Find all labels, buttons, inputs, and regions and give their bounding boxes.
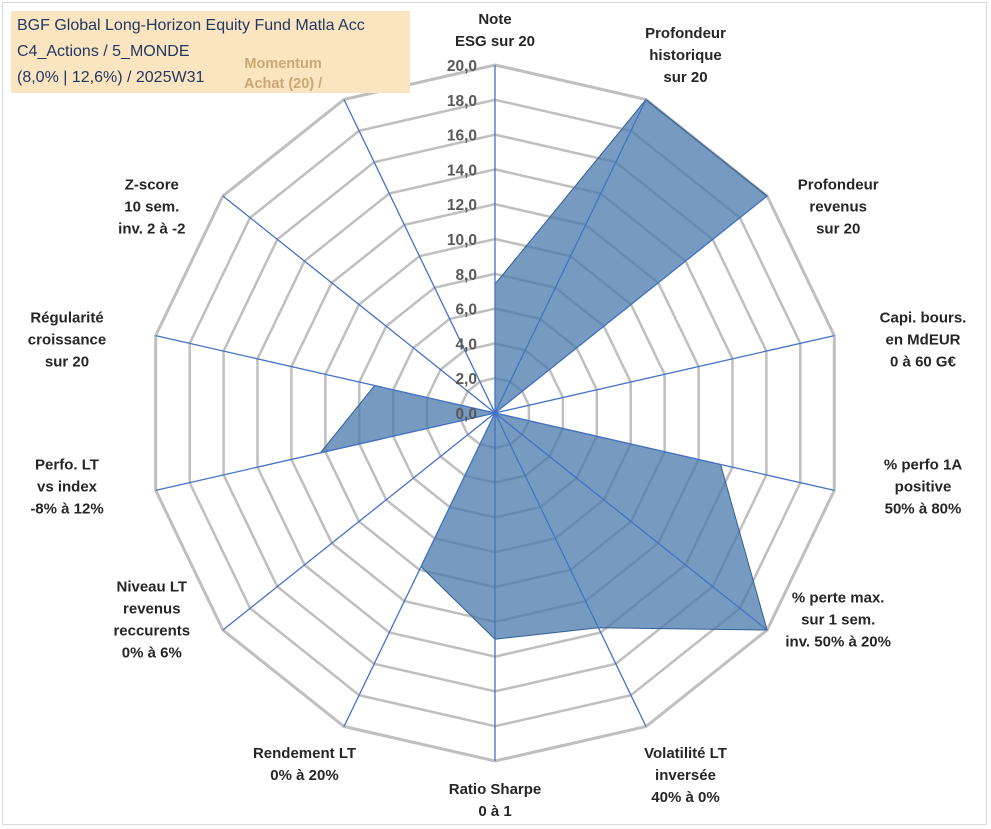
tick-label-5: 10,0 bbox=[447, 232, 477, 249]
axis-label-8: Rendement LT 0% à 20% bbox=[253, 745, 356, 784]
axis-label-10: Perfo. LT vs index -8% à 12% bbox=[30, 457, 103, 518]
axis-spoke-4 bbox=[494, 412, 835, 492]
axis-label-0: Note ESG sur 20 bbox=[455, 11, 535, 50]
axis-label-4: % perfo 1A positive 50% à 80% bbox=[884, 457, 963, 518]
axis-spoke-5 bbox=[494, 412, 768, 631]
tick-labels: 0,0 2,0 4,0 6,0 8,0 10,0 12,0 14,0 16,0 18,0 20,0 bbox=[447, 58, 477, 423]
axis-label-5-line-2: inv. 50% à 20% bbox=[785, 633, 891, 650]
tick-label-2: 4,0 bbox=[455, 336, 477, 353]
tick-label-7: 14,0 bbox=[447, 162, 477, 179]
tick-label-6: 12,0 bbox=[447, 197, 477, 214]
axis-label-3: Capi. bours. en MdEUR 0 à 60 G€ bbox=[880, 309, 967, 370]
axis-label-9-line-3: 0% à 6% bbox=[122, 644, 182, 661]
axis-labels: Note ESG sur 20 Profondeur historique sur 20… bbox=[28, 11, 967, 820]
axis-label-0-line-1: ESG sur 20 bbox=[455, 33, 535, 50]
title-line-fund: BGF Global Long-Horizon Equity Fund Matl… bbox=[17, 17, 365, 34]
axis-spoke-2 bbox=[494, 195, 768, 414]
axis-label-10-line-1: vs index bbox=[37, 479, 98, 496]
axis-label-11-line-0: Régularité bbox=[30, 309, 103, 326]
axis-label-12-line-2: inv. 2 à -2 bbox=[118, 221, 185, 238]
tick-label-9: 18,0 bbox=[447, 93, 477, 110]
axis-label-2-line-0: Profondeur bbox=[798, 177, 879, 194]
axis-label-2: Profondeur revenus sur 20 bbox=[798, 177, 879, 238]
axis-label-0-line-0: Note bbox=[478, 11, 511, 28]
axis-label-8-line-1: 0% à 20% bbox=[270, 767, 338, 784]
axis-label-11: Régularité croissance sur 20 bbox=[28, 309, 106, 370]
tick-label-1: 2,0 bbox=[455, 371, 477, 388]
axis-label-9-line-0: Niveau LT bbox=[117, 578, 188, 595]
axis-label-7-line-1: 0 à 1 bbox=[478, 803, 511, 820]
axis-label-11-line-1: croissance bbox=[28, 331, 106, 348]
axis-label-3-line-2: 0 à 60 G€ bbox=[890, 353, 957, 370]
axis-label-1-line-0: Profondeur bbox=[645, 25, 726, 42]
tick-label-3: 6,0 bbox=[455, 302, 477, 319]
axis-label-2-line-2: sur 20 bbox=[816, 221, 860, 238]
axis-spokes bbox=[155, 65, 835, 761]
axis-label-6: Volatilité LT inversée 40% à 0% bbox=[644, 745, 727, 806]
axis-label-12-line-0: Z-score bbox=[125, 177, 179, 194]
axis-label-5: % perte max. sur 1 sem. inv. 50% à 20% bbox=[785, 589, 891, 650]
axis-label-4-line-1: positive bbox=[895, 479, 952, 496]
axis-label-6-line-2: 40% à 0% bbox=[651, 789, 719, 806]
axis-spoke-12 bbox=[222, 195, 496, 414]
axis-label-2-line-1: revenus bbox=[809, 199, 867, 216]
axis-spoke-8 bbox=[343, 412, 496, 727]
axis-label-3-line-0: Capi. bours. bbox=[880, 309, 967, 326]
axis-spoke-13 bbox=[343, 99, 496, 414]
axis-spoke-6 bbox=[494, 412, 647, 727]
axis-label-3-line-1: en MdEUR bbox=[886, 331, 961, 348]
axis-spoke-9 bbox=[222, 412, 496, 631]
axis-label-9-line-1: revenus bbox=[123, 600, 181, 617]
axis-spoke-1 bbox=[494, 99, 647, 414]
axis-label-5-line-0: % perte max. bbox=[792, 589, 885, 606]
axis-label-11-line-2: sur 20 bbox=[45, 353, 89, 370]
axis-label-10-line-0: Perfo. LT bbox=[35, 457, 99, 474]
axis-spoke-3 bbox=[494, 334, 835, 414]
axis-label-10-line-2: -8% à 12% bbox=[30, 501, 103, 518]
tick-label-10: 20,0 bbox=[447, 58, 477, 75]
momentum-label-overlapped: Momentum Achat (20) / bbox=[244, 54, 322, 94]
axis-label-4-line-2: 50% à 80% bbox=[885, 501, 962, 518]
axis-label-12: Z-score 10 sem. inv. 2 à -2 bbox=[118, 177, 185, 238]
axis-label-6-line-1: inversée bbox=[655, 767, 716, 784]
axis-label-1-line-2: sur 20 bbox=[663, 69, 707, 86]
axis-label-5-line-1: sur 1 sem. bbox=[801, 611, 875, 628]
momentum-line-2: Achat (20) / bbox=[244, 76, 323, 92]
tick-label-8: 16,0 bbox=[447, 128, 477, 145]
tick-label-0: 0,0 bbox=[455, 406, 477, 423]
axis-label-7-line-0: Ratio Sharpe bbox=[449, 781, 542, 798]
axis-label-9: Niveau LT revenus reccurents 0% à 6% bbox=[113, 578, 190, 661]
axis-label-1: Profondeur historique sur 20 bbox=[645, 25, 726, 86]
axis-label-1-line-1: historique bbox=[649, 47, 722, 64]
axis-label-6-line-0: Volatilité LT bbox=[644, 745, 727, 762]
axis-label-7: Ratio Sharpe 0 à 1 bbox=[449, 781, 542, 820]
momentum-line-1: Momentum bbox=[244, 56, 322, 72]
fund-title-box: BGF Global Long-Horizon Equity Fund Matl… bbox=[11, 11, 410, 93]
axis-spoke-10 bbox=[155, 412, 496, 492]
axis-spoke-11 bbox=[155, 334, 496, 414]
title-line-category: C4_Actions / 5_MONDE bbox=[17, 43, 190, 60]
axis-label-9-line-2: reccurents bbox=[113, 622, 190, 639]
axis-label-12-line-1: 10 sem. bbox=[124, 199, 179, 216]
title-line-stats: (8,0% | 12,6%) / 2025W31 bbox=[17, 69, 205, 86]
axis-label-8-line-0: Rendement LT bbox=[253, 745, 356, 762]
tick-label-4: 8,0 bbox=[455, 267, 477, 284]
axis-label-4-line-0: % perfo 1A bbox=[884, 457, 963, 474]
